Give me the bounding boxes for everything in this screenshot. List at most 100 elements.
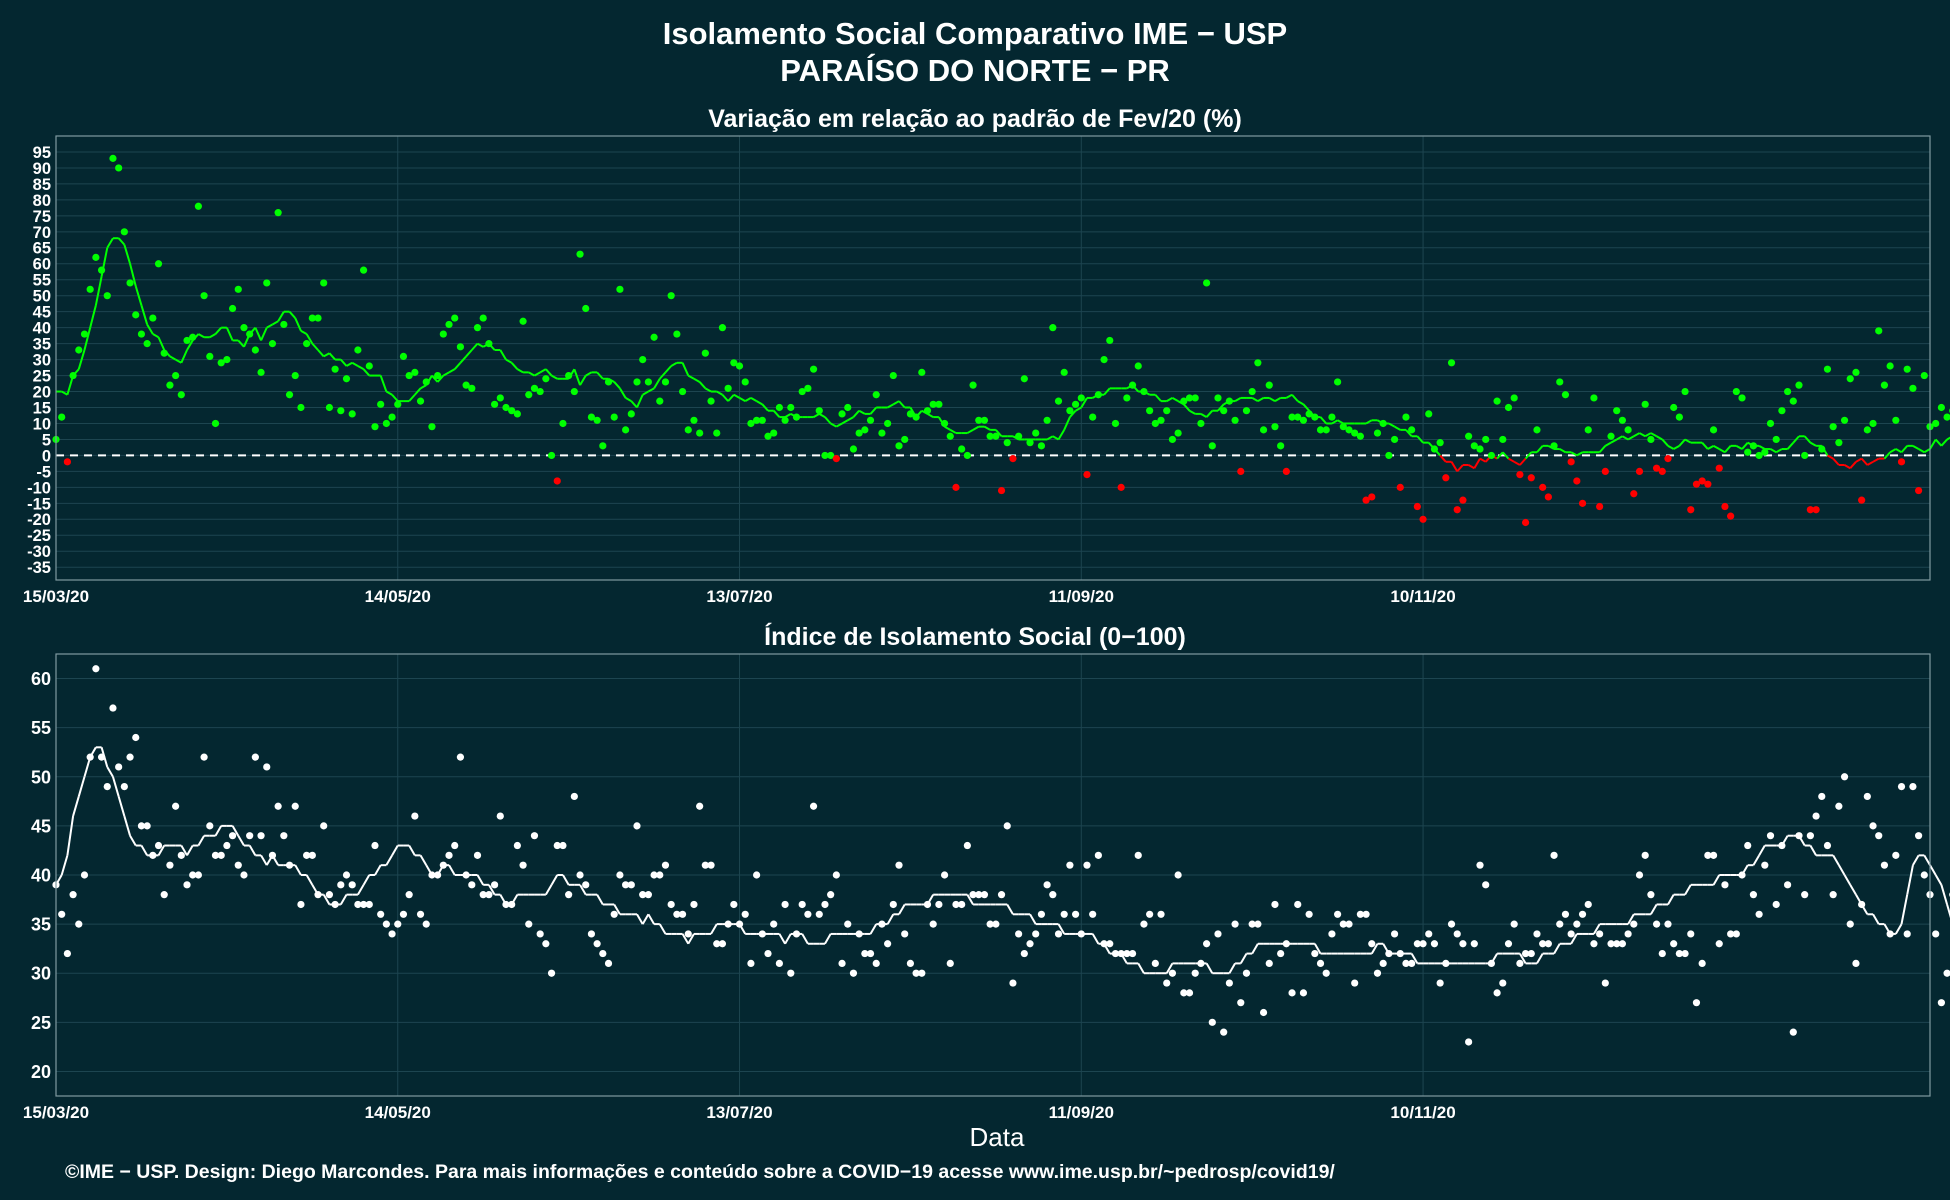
y-tick-label: 50 xyxy=(31,767,51,787)
data-point xyxy=(354,900,362,909)
data-point xyxy=(1920,371,1928,380)
data-point xyxy=(115,164,123,172)
data-point xyxy=(1584,900,1592,909)
data-point xyxy=(1823,365,1832,373)
moving-average-segment xyxy=(1394,425,1401,431)
y-tick-label: 55 xyxy=(33,272,51,290)
data-point xyxy=(1089,910,1097,918)
data-point xyxy=(382,920,390,928)
data-point xyxy=(1561,910,1570,918)
data-point xyxy=(1015,432,1023,440)
data-point xyxy=(490,881,499,889)
data-point xyxy=(1282,467,1290,475)
data-point xyxy=(1670,940,1678,948)
data-point xyxy=(1744,448,1752,456)
data-point xyxy=(1487,451,1496,460)
moving-average-segment xyxy=(944,425,951,431)
data-point xyxy=(1339,920,1347,928)
y-tick-label: 25 xyxy=(31,1013,51,1033)
data-point xyxy=(958,900,966,909)
data-point xyxy=(1544,493,1552,501)
moving-average-segment xyxy=(585,371,592,377)
data-point xyxy=(1094,851,1102,859)
moving-average-segment xyxy=(1274,397,1282,402)
moving-average-segment xyxy=(1752,854,1760,866)
data-point xyxy=(1903,365,1911,373)
data-point xyxy=(1180,989,1188,997)
data-point xyxy=(519,861,527,869)
data-point xyxy=(1607,432,1615,440)
y-tick-label: 70 xyxy=(33,224,51,242)
data-point xyxy=(434,371,442,380)
data-point xyxy=(1459,496,1467,504)
moving-average-segment xyxy=(322,894,331,905)
y-tick-label: 35 xyxy=(31,915,51,935)
moving-average-segment xyxy=(1519,457,1527,466)
moving-average-segment xyxy=(1758,845,1766,856)
data-point xyxy=(1909,384,1917,392)
moving-average-segment xyxy=(710,923,718,935)
data-point xyxy=(1618,940,1627,948)
moving-average-segment xyxy=(1604,441,1612,447)
data-point xyxy=(872,959,880,968)
data-point xyxy=(599,949,607,958)
data-point xyxy=(1277,949,1285,958)
moving-average-segment xyxy=(209,333,216,339)
moving-average-segment xyxy=(1297,400,1304,406)
data-point xyxy=(1630,920,1638,928)
x-tick-label: 14/05/20 xyxy=(365,1103,431,1122)
data-point xyxy=(451,841,459,850)
data-point xyxy=(200,753,208,761)
data-point xyxy=(633,378,641,386)
moving-average-segment xyxy=(642,390,649,396)
moving-average-segment xyxy=(385,390,393,396)
moving-average-segment xyxy=(750,397,758,402)
data-point xyxy=(536,930,544,938)
moving-average-segment xyxy=(995,429,1003,437)
data-point xyxy=(1430,445,1439,453)
data-point xyxy=(1613,940,1621,948)
data-point xyxy=(1630,490,1638,498)
data-point xyxy=(1248,387,1256,396)
data-point xyxy=(1698,959,1706,968)
moving-average-segment xyxy=(146,323,154,335)
data-point xyxy=(1687,506,1695,514)
data-point xyxy=(1163,979,1171,987)
moving-average-segment xyxy=(448,368,456,374)
moving-average-segment xyxy=(1900,894,1909,925)
bottom-chart-daily-points xyxy=(52,665,1950,1046)
data-point xyxy=(1761,448,1769,456)
data-point xyxy=(787,403,795,412)
moving-average-segment xyxy=(1439,454,1447,463)
data-point xyxy=(1544,940,1552,948)
moving-average-segment xyxy=(106,766,114,778)
moving-average-segment xyxy=(573,368,581,386)
data-point xyxy=(143,340,151,348)
x-axis-label: Data xyxy=(970,1122,1025,1152)
data-point xyxy=(735,920,744,928)
data-point xyxy=(1174,871,1182,879)
data-point xyxy=(1840,773,1849,781)
moving-average-segment xyxy=(835,422,843,428)
y-tick-label: -35 xyxy=(27,559,51,577)
data-point xyxy=(1789,397,1797,405)
data-point xyxy=(1334,378,1342,386)
y-tick-label: -5 xyxy=(36,463,51,481)
data-point xyxy=(143,822,151,830)
data-point xyxy=(821,900,829,909)
moving-average-segment xyxy=(824,933,832,945)
y-tick-label: 0 xyxy=(42,447,51,465)
moving-average-segment xyxy=(887,403,894,409)
data-point xyxy=(741,910,749,918)
data-point xyxy=(1066,407,1074,415)
moving-average-segment xyxy=(300,329,308,335)
data-point xyxy=(1727,930,1735,938)
data-point xyxy=(1567,458,1575,466)
moving-average-segment xyxy=(505,358,513,364)
data-point xyxy=(866,949,875,958)
y-tick-label: 45 xyxy=(33,304,51,322)
data-point xyxy=(257,832,265,840)
data-point xyxy=(456,343,465,351)
y-tick-label: 40 xyxy=(31,865,51,885)
data-point xyxy=(228,832,237,840)
